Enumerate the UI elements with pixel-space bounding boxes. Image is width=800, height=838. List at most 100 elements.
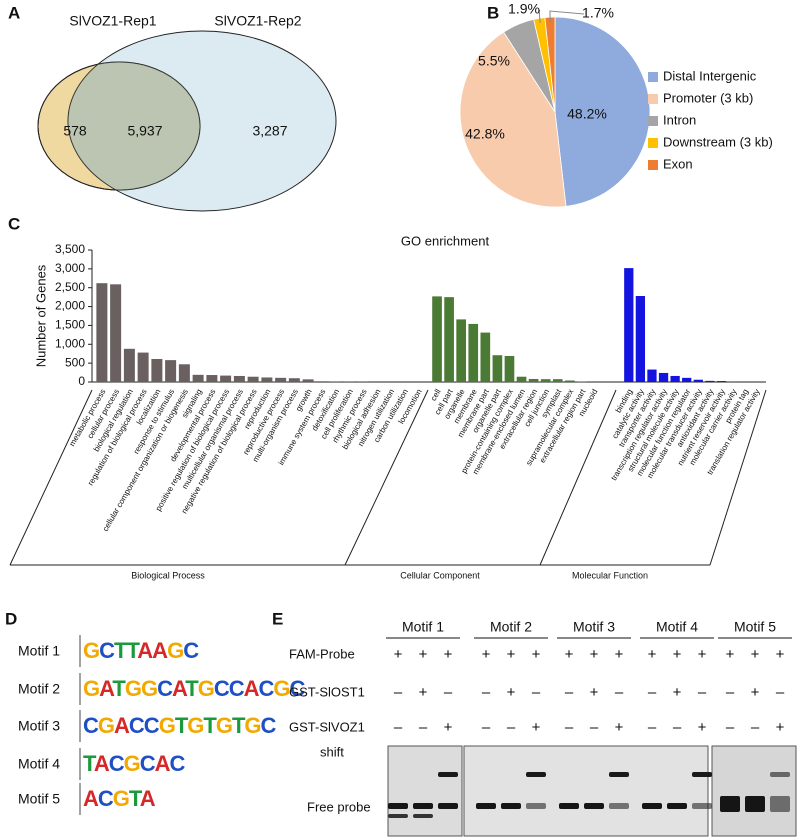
bar	[110, 284, 122, 382]
logo-letter: C	[183, 638, 199, 663]
motif-name: Motif 1	[18, 643, 60, 659]
bar	[647, 369, 657, 382]
y-tick-label: 2,000	[55, 299, 85, 313]
venn-outline	[37, 61, 201, 191]
bar	[261, 377, 273, 382]
motif-name: Motif 4	[18, 756, 60, 772]
logo-letter: G	[98, 713, 114, 738]
lane-sign: +	[751, 684, 760, 701]
free-band	[501, 803, 521, 809]
lane-sign: +	[394, 646, 403, 663]
bar	[247, 376, 259, 382]
band-label: Free probe	[307, 799, 371, 814]
logo-letter: C	[99, 638, 115, 663]
lane-sign: +	[419, 684, 428, 701]
group-label: Cellular Component	[400, 570, 480, 580]
lane-sign: +	[776, 719, 785, 736]
panel-letter: D	[5, 609, 17, 628]
logo-letter: A	[155, 751, 171, 776]
bar	[682, 377, 692, 382]
free-band	[388, 814, 408, 818]
legend-swatch	[648, 116, 658, 126]
lane-sign: –	[532, 684, 541, 701]
lane-sign: –	[565, 719, 574, 736]
logo-letter: A	[99, 676, 115, 701]
free-band	[413, 803, 433, 809]
logo-letter: G	[187, 713, 203, 738]
bar	[658, 372, 669, 382]
lane-sign: +	[698, 719, 707, 736]
lane-sign: –	[507, 719, 516, 736]
logo-letter: A	[83, 786, 99, 811]
free-band	[526, 803, 546, 809]
lane-sign: –	[482, 719, 491, 736]
group-label: Molecular Function	[572, 570, 648, 580]
venn-count: 578	[63, 123, 87, 139]
logo-letter: C	[129, 713, 145, 738]
lane-sign: –	[648, 684, 657, 701]
shift-band	[692, 772, 712, 777]
logo-letter: A	[94, 751, 110, 776]
y-tick-label: 3,500	[55, 242, 85, 256]
lane-sign: –	[698, 684, 707, 701]
logo-letter: G	[125, 676, 141, 701]
gel	[463, 745, 709, 837]
y-tick-label: 0	[78, 374, 85, 388]
bar	[123, 348, 135, 382]
lane-sign: +	[482, 646, 491, 663]
pie-slice	[554, 16, 651, 207]
pie-label: 42.8%	[465, 126, 505, 142]
bar	[96, 283, 108, 382]
free-band	[413, 814, 433, 818]
legend-label: Distal Intergenic	[663, 68, 757, 83]
sequence-logo: TACGCAC	[83, 751, 186, 776]
pie-label: 5.5%	[478, 53, 510, 69]
bar	[302, 379, 314, 382]
sequence-logo: ACGTA	[83, 786, 156, 811]
logo-letter: A	[114, 713, 130, 738]
legend-label: Promoter (3 kb)	[663, 90, 753, 105]
bar	[288, 378, 300, 382]
group-bracket	[539, 389, 617, 566]
venn-set	[67, 30, 337, 212]
legend-swatch	[648, 72, 658, 82]
lane-sign: +	[532, 646, 541, 663]
group-bracket	[9, 389, 93, 566]
free-band	[388, 803, 408, 809]
lane-sign: +	[419, 646, 428, 663]
lane-sign: +	[444, 719, 453, 736]
bar	[275, 377, 287, 382]
logo-letter: G	[159, 713, 175, 738]
legend-swatch	[648, 94, 658, 104]
lane-sign: –	[726, 684, 735, 701]
y-tick-label: 1,000	[55, 336, 85, 350]
bar	[165, 360, 177, 382]
motif-name: Motif 2	[18, 681, 60, 697]
legend-swatch	[648, 138, 658, 148]
lane-sign: –	[394, 719, 403, 736]
lane-sign: +	[698, 646, 707, 663]
pie-label: 48.2%	[567, 106, 607, 122]
group-bracket	[709, 389, 767, 566]
bar	[192, 374, 204, 382]
logo-letter: T	[114, 638, 128, 663]
logo-letter: G	[216, 713, 232, 738]
logo-letter: A	[172, 676, 188, 701]
band-label: shift	[320, 744, 344, 759]
legend-label: Intron	[663, 112, 696, 127]
lane-sign: +	[590, 646, 599, 663]
logo-letter: C	[170, 751, 186, 776]
motif-header: Motif 3	[573, 619, 615, 635]
logo-letter: C	[157, 676, 173, 701]
bar	[705, 380, 715, 382]
free-band	[720, 796, 740, 812]
bar	[635, 296, 646, 382]
lane-sign: –	[726, 719, 735, 736]
logo-letter: A	[137, 638, 153, 663]
bar	[178, 364, 190, 382]
leader-line	[538, 9, 541, 24]
lane-sign: –	[751, 719, 760, 736]
lane-sign: +	[648, 646, 657, 663]
bar	[552, 379, 563, 382]
y-tick-label: 2,500	[55, 280, 85, 294]
